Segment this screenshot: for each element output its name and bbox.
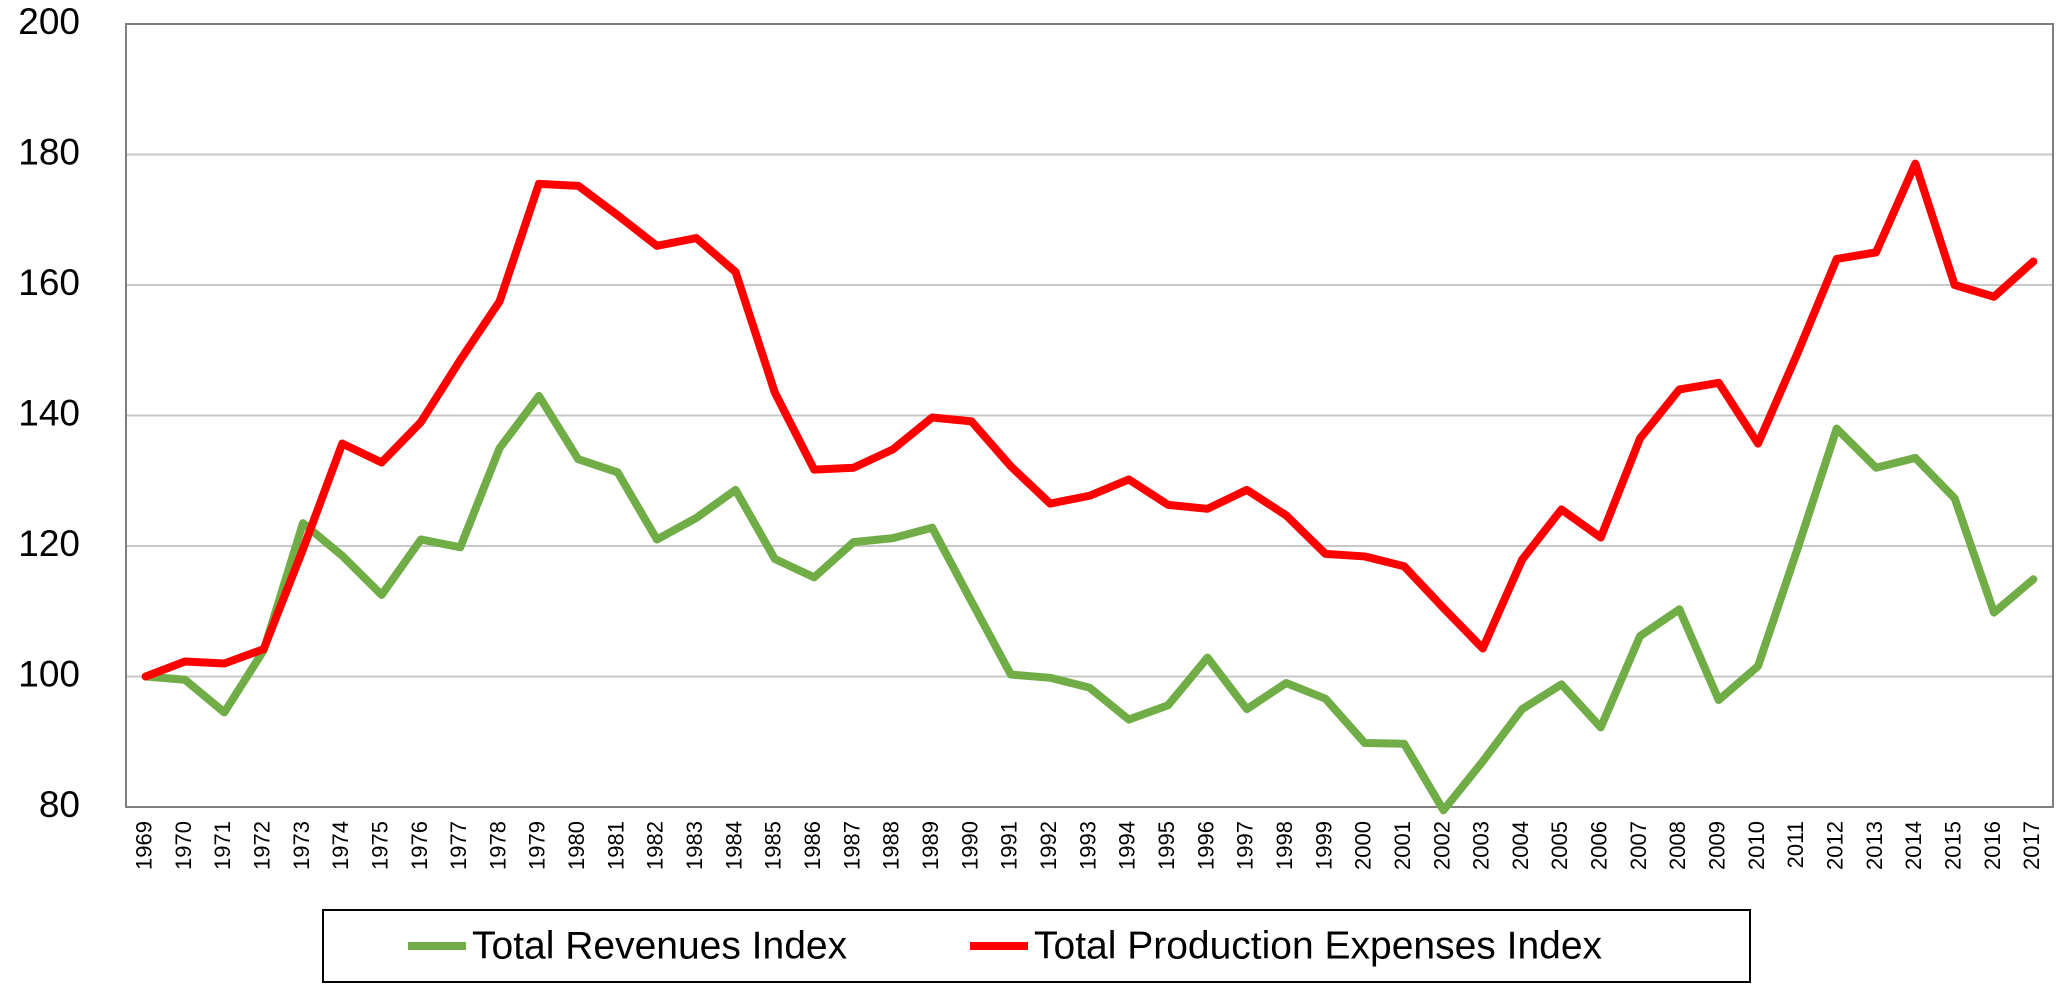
x-tick-label: 1973 <box>289 821 314 870</box>
x-tick-label: 1972 <box>249 821 274 870</box>
plot-border <box>125 23 2054 808</box>
x-tick-label: 1976 <box>407 821 432 870</box>
y-tick-label: 180 <box>18 131 80 172</box>
x-tick-label: 1994 <box>1115 821 1140 870</box>
x-tick-label: 2006 <box>1587 821 1612 870</box>
x-tick-label: 1985 <box>761 821 786 870</box>
x-tick-label: 2014 <box>1901 821 1926 870</box>
y-tick-label: 100 <box>18 653 80 694</box>
x-tick-label: 2002 <box>1429 821 1454 870</box>
x-tick-label: 1993 <box>1075 821 1100 870</box>
x-tick-label: 2001 <box>1390 821 1415 870</box>
x-tick-label: 2000 <box>1351 821 1376 870</box>
x-tick-label: 1990 <box>957 821 982 870</box>
x-tick-label: 2003 <box>1469 821 1494 870</box>
y-tick-label: 200 <box>18 1 80 42</box>
x-tick-label: 1989 <box>918 821 943 870</box>
x-tick-label: 1981 <box>603 821 628 870</box>
x-tick-label: 1988 <box>879 821 904 870</box>
x-tick-label: 1974 <box>328 821 353 870</box>
series-line <box>141 391 2038 815</box>
x-tick-label: 1980 <box>564 821 589 870</box>
x-tick-label: 1970 <box>171 821 196 870</box>
x-tick-label: 1999 <box>1311 821 1336 870</box>
x-tick-label: 1995 <box>1154 821 1179 870</box>
x-tick-label: 1984 <box>721 821 746 870</box>
x-tick-label: 1983 <box>682 821 707 870</box>
y-tick-label: 120 <box>18 523 80 564</box>
x-tick-label: 1987 <box>839 821 864 870</box>
x-tick-label: 2013 <box>1862 821 1887 870</box>
x-tick-label: 1997 <box>1233 821 1258 870</box>
x-tick-label: 2009 <box>1705 821 1730 870</box>
x-tick-label: 2005 <box>1547 821 1572 870</box>
x-tick-label: 1979 <box>525 821 550 870</box>
x-tick-label: 1992 <box>1036 821 1061 870</box>
legend-label: Total Production Expenses Index <box>1034 924 1603 967</box>
x-tick-label: 1982 <box>643 821 668 870</box>
x-tick-label: 1971 <box>210 821 235 870</box>
x-tick-label: 2004 <box>1508 821 1533 870</box>
x-tick-label: 2007 <box>1626 821 1651 870</box>
x-tick-label: 2017 <box>2019 821 2044 870</box>
x-tick-label: 2016 <box>1980 821 2005 870</box>
y-tick-label: 140 <box>18 392 80 433</box>
y-tick-label: 160 <box>18 262 80 303</box>
y-tick-label: 80 <box>39 784 80 825</box>
x-tick-label: 1977 <box>446 821 471 870</box>
x-tick-label: 1986 <box>800 821 825 870</box>
x-tick-label: 2011 <box>1783 821 1808 868</box>
x-tick-label: 2010 <box>1744 821 1769 870</box>
x-tick-label: 2015 <box>1940 821 1965 870</box>
x-tick-label: 1978 <box>485 821 510 870</box>
series-line <box>141 159 2038 681</box>
legend-box <box>322 909 1751 983</box>
x-tick-label: 1975 <box>367 821 392 870</box>
x-tick-label: 1969 <box>131 821 156 870</box>
x-tick-label: 2008 <box>1665 821 1690 870</box>
x-tick-label: 1996 <box>1193 821 1218 870</box>
x-tick-label: 1991 <box>997 821 1022 870</box>
legend-label: Total Revenues Index <box>472 924 848 967</box>
x-tick-label: 2012 <box>1823 821 1848 870</box>
x-tick-label: 1998 <box>1272 821 1297 870</box>
